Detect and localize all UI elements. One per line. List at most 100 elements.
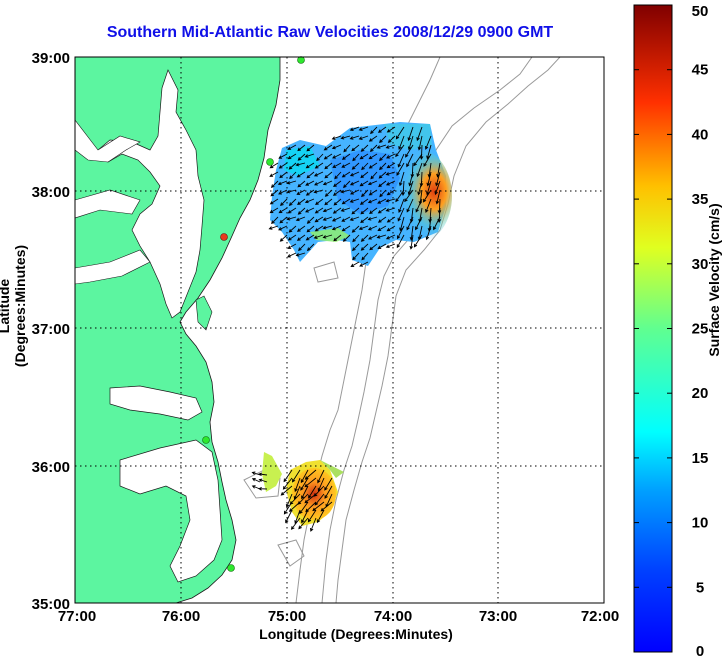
velocity-arrow (415, 198, 423, 213)
velocity-arrow (404, 189, 414, 203)
velocity-arrow (271, 216, 279, 225)
velocity-arrow (331, 225, 342, 231)
velocity-arrow (409, 234, 414, 250)
velocity-arrow (333, 198, 342, 206)
pamlico-sound (119, 439, 223, 583)
velocity-arrow (417, 180, 423, 196)
velocity-arrow (352, 153, 360, 162)
velocity-arrow (341, 171, 351, 178)
y-tick-label: 38:00 (32, 184, 70, 201)
velocity-arrow (306, 225, 315, 233)
velocity-arrow (361, 252, 369, 261)
colorbar-tick-label: 35 (692, 191, 709, 208)
velocity-arrow (340, 207, 351, 212)
velocity-arrow (305, 207, 315, 213)
velocity-arrow (269, 171, 279, 177)
velocity-arrow (367, 180, 378, 186)
velocity-arrow (379, 153, 387, 162)
velocity-arrow (359, 153, 369, 160)
velocity-arrow (324, 171, 333, 179)
velocity-arrow (351, 162, 360, 170)
velocity-arrow (332, 207, 342, 214)
velocity-arrow (370, 171, 378, 180)
velocity-arrow (331, 216, 342, 222)
velocity-arrow (314, 225, 324, 232)
velocity-arrow (297, 493, 309, 505)
velocity-arrow (376, 234, 387, 239)
velocity-arrow (333, 180, 342, 187)
colorbar-tick-label: 20 (692, 385, 709, 402)
velocity-arrow (331, 144, 342, 150)
velocity-arrow (305, 189, 315, 196)
colorbar-tick-label: 50 (692, 3, 709, 20)
velocity-arrow (313, 171, 324, 177)
velocity-arrow (320, 501, 333, 512)
colorbar-tick-label: 15 (692, 450, 709, 467)
lat-lon-grid (75, 57, 604, 603)
velocity-arrow (287, 153, 297, 160)
velocity-arrow (287, 252, 297, 258)
x-axis-label: Longitude (Degrees:Minutes) (259, 626, 453, 642)
velocity-arrow (397, 207, 405, 222)
velocity-arrow (341, 198, 351, 205)
velocity-arrow (324, 162, 333, 170)
velocity-arrow (350, 189, 360, 195)
velocity-arrow (360, 243, 369, 251)
river-1 (75, 119, 141, 163)
velocity-arrow (287, 234, 297, 241)
velocity-arrow (397, 153, 405, 168)
velocity-arrow (304, 469, 317, 480)
velocity-arrow (299, 501, 309, 515)
velocity-arrow (434, 180, 441, 196)
velocity-arrow (306, 144, 315, 152)
velocity-arrow (280, 485, 293, 496)
velocity-arrow (314, 207, 324, 214)
velocity-arrow (349, 135, 360, 140)
station-marker (227, 564, 235, 572)
velocity-arrow (288, 198, 297, 206)
velocity-arrow (426, 144, 432, 160)
velocity-arrow (322, 225, 333, 230)
velocity-arrow (426, 180, 432, 196)
velocity-arrow (305, 501, 317, 513)
velocity-arrow (425, 198, 432, 213)
colorbar-tick-label: 5 (696, 579, 704, 596)
velocity-arrow (369, 207, 378, 214)
velocity-arrow (368, 135, 378, 142)
velocity-arrow (291, 469, 301, 483)
velocity-arrow (314, 162, 324, 169)
y-tick-label: 37:00 (32, 321, 70, 338)
velocity-arrow (377, 225, 387, 231)
velocity-arrow (417, 135, 423, 151)
velocity-arrow (376, 144, 387, 149)
velocity-arrow (258, 478, 268, 483)
velocity-arrow (349, 171, 360, 177)
velocity-arrow (407, 180, 414, 196)
velocity-arrow (251, 471, 261, 476)
velocity-arrow (350, 261, 360, 267)
velocity-arrow (385, 180, 396, 186)
velocity-arrow (300, 469, 309, 484)
velocity-arrow (323, 144, 333, 151)
velocity-arrow (297, 153, 306, 161)
velocity-arrow (395, 126, 405, 140)
velocity-arrow (278, 207, 288, 214)
velocity-arrow (305, 234, 315, 241)
velocity-arrow (396, 234, 405, 249)
velocity-arrow (422, 189, 432, 203)
velocity-arrow (297, 180, 306, 188)
velocity-arrow (297, 144, 306, 152)
velocity-arrow (359, 198, 369, 205)
barrier-island (195, 295, 213, 331)
velocity-arrow (277, 180, 288, 186)
velocity-arrow (334, 171, 342, 180)
velocity-arrow (332, 162, 342, 168)
colorbar-gradient (633, 4, 673, 653)
velocity-arrow (423, 153, 432, 167)
velocity-arrow (316, 153, 324, 162)
velocity-arrow (269, 207, 279, 214)
velocity-arrow (349, 216, 360, 221)
velocity-arrow (296, 189, 306, 195)
velocity-arrow (287, 144, 297, 150)
velocity-arrow (285, 493, 293, 508)
